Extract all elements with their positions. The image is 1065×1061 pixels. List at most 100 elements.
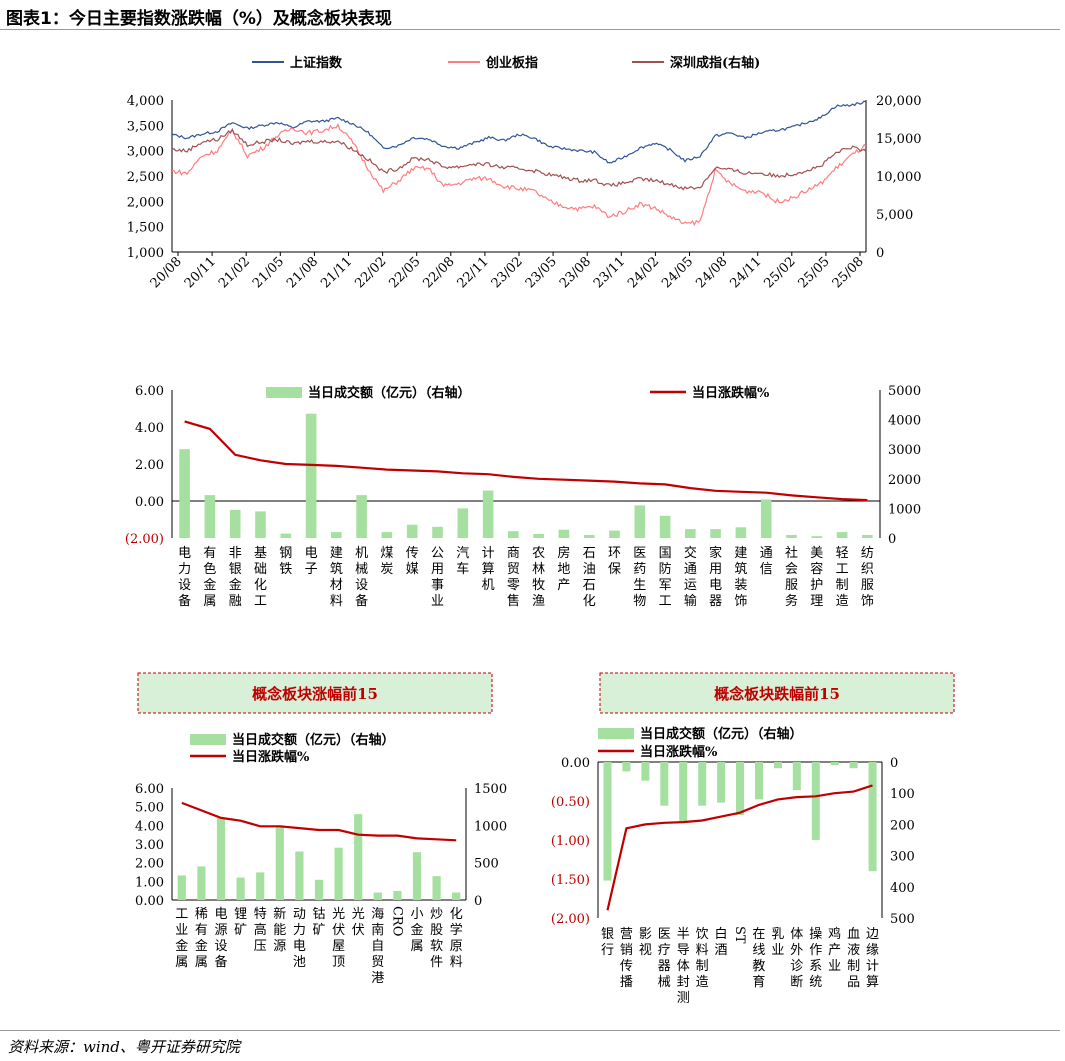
chart3-box-title: 概念板块涨幅前15	[252, 685, 378, 703]
chart1-series-line	[171, 127, 867, 191]
chart1-x-tick: 24/05	[659, 254, 696, 291]
chart1-series-line	[171, 100, 867, 164]
chart4-bar	[849, 762, 858, 769]
chart3-category-label: 稀有金属	[195, 907, 208, 970]
chart4-right-tick: 0	[890, 756, 898, 771]
chart3-left-tick: 4.00	[135, 819, 164, 834]
chart4-bar	[603, 762, 612, 881]
chart2-bar	[533, 533, 544, 538]
chart2-bar	[204, 495, 216, 538]
chart2-bar	[280, 533, 292, 538]
chart3-category-label: 小金属	[410, 907, 423, 954]
chart2-category-label: 公用事业	[431, 546, 444, 609]
chart3-left-tick: 6.00	[135, 782, 164, 797]
chart1-x-tick: 21/02	[216, 254, 253, 291]
chart1-legend-label: 创业板指	[485, 55, 538, 71]
chart3-bar	[177, 875, 186, 900]
chart2-bar	[836, 532, 848, 538]
chart3-bar	[197, 866, 206, 900]
chart1-series-line	[172, 123, 867, 227]
chart2-bar	[634, 505, 646, 538]
chart2-category-label: 国防军工	[659, 546, 672, 609]
chart1-x-tick: 23/08	[557, 254, 594, 291]
chart2-bar	[255, 511, 266, 538]
chart1-legend-label: 深圳成指(右轴)	[670, 55, 760, 71]
chart4-box-title: 概念板块跌幅前15	[714, 685, 840, 703]
figure-title: 图表1：今日主要指数涨跌幅（%）及概念板块表现	[6, 9, 392, 29]
chart2-right-tick: 3000	[888, 443, 921, 458]
chart2-bar	[381, 532, 393, 538]
source-note: 资料来源：wind、粤开证券研究院	[8, 1038, 240, 1056]
chart4-category-label: 鸡产业	[828, 926, 841, 974]
chart4-bar	[830, 762, 839, 766]
chart4-bar	[755, 762, 763, 800]
chart3-bar	[334, 847, 343, 900]
chart4-category-label: ST	[732, 926, 747, 944]
chart2-category-label: 家用电器	[709, 545, 722, 609]
chart4-legend-bar-label: 当日成交额（亿元）（右轴）	[640, 726, 803, 742]
chart1-x-tick: 21/11	[318, 254, 355, 291]
chart3-left-tick: 1.00	[135, 875, 164, 890]
chart3-bar	[236, 877, 245, 900]
chart4-category-label: 饮料制造	[696, 927, 709, 990]
chart3-category-label: 炒股软件	[430, 907, 443, 970]
chart3-bar	[452, 892, 461, 900]
chart2-right-tick: 4000	[888, 414, 921, 429]
chart1-left-tick: 2,000	[127, 195, 164, 210]
chart4-legend-bar-swatch	[598, 728, 634, 739]
chart3-category-label: 化学原料	[450, 907, 463, 970]
chart4-left-tick: (0.50)	[551, 795, 590, 810]
chart4-line	[606, 784, 873, 911]
chart4-legend-line-label: 当日涨跌幅%	[640, 744, 718, 760]
chart4-bar	[660, 762, 669, 806]
chart2-legend-bar-label: 当日成交额（亿元）（右轴）	[308, 385, 471, 401]
chart3-left-tick: 0.00	[135, 894, 164, 909]
chart4-right-tick: 100	[890, 787, 915, 802]
chart2-category-label: 非银金融	[229, 546, 242, 609]
chart3-legend-bar-label: 当日成交额（亿元）（右轴）	[232, 732, 395, 748]
chart2-bar	[432, 526, 443, 538]
chart1-x-tick: 25/08	[830, 254, 867, 291]
chart2-left-tick: (2.00)	[125, 532, 164, 547]
chart4-title-box	[599, 672, 955, 714]
chart2-category-label: 煤炭	[380, 546, 393, 577]
chart1-x-tick: 23/11	[591, 254, 628, 291]
chart1-left-tick: 3,500	[127, 119, 164, 134]
chart4-category-label: 医疗器械	[658, 927, 671, 990]
chart2-category-label: 电力设备	[178, 546, 191, 609]
chart1-x-tick: 22/05	[386, 254, 423, 291]
chart1-right-tick: 10,000	[876, 170, 922, 185]
chart3-bar	[432, 876, 441, 900]
chart3-category-label: 光伏屋顶	[332, 907, 345, 970]
chart2-right-tick: 1000	[888, 502, 921, 517]
chart1-x-tick: 23/02	[489, 254, 526, 291]
chart3-category-label: CRO	[389, 906, 404, 936]
chart1-x-tick: 22/02	[352, 254, 389, 291]
chart1-right-tick: 20,000	[876, 94, 922, 109]
chart1-x-tick: 24/02	[625, 254, 662, 291]
chart1-x-tick: 23/05	[523, 254, 560, 291]
chart4-bar	[811, 762, 820, 840]
chart1-left-tick: 3,000	[127, 145, 164, 160]
title-divider	[0, 29, 1060, 30]
chart1-x-tick: 22/08	[421, 254, 458, 291]
chart2-category-label: 通信	[760, 546, 773, 577]
chart3-bar	[314, 879, 324, 900]
chart2-bar	[305, 413, 317, 538]
chart2-category-label: 电子	[305, 546, 318, 577]
chart3-right-tick: 500	[474, 857, 499, 872]
chart2-category-label: 商贸零售	[507, 546, 520, 609]
chart2-bar	[482, 490, 494, 538]
chart2-category-label: 基础化工	[254, 546, 267, 609]
chart1-x-tick: 22/11	[455, 254, 492, 291]
chart2-legend-bar-swatch	[266, 387, 302, 398]
chart2-legend-line-label: 当日涨跌幅%	[692, 385, 770, 401]
chart4-category-label: 银行	[601, 927, 614, 958]
chart3-line	[181, 801, 457, 842]
chart2-category-label: 环保	[608, 546, 621, 577]
chart2-category-label: 医药生物	[633, 546, 646, 609]
chart4-left-tick: (1.00)	[551, 834, 590, 849]
chart1-x-tick: 24/11	[727, 254, 764, 291]
chart3-bar	[393, 891, 402, 900]
chart4-left-tick: (1.50)	[551, 873, 590, 888]
